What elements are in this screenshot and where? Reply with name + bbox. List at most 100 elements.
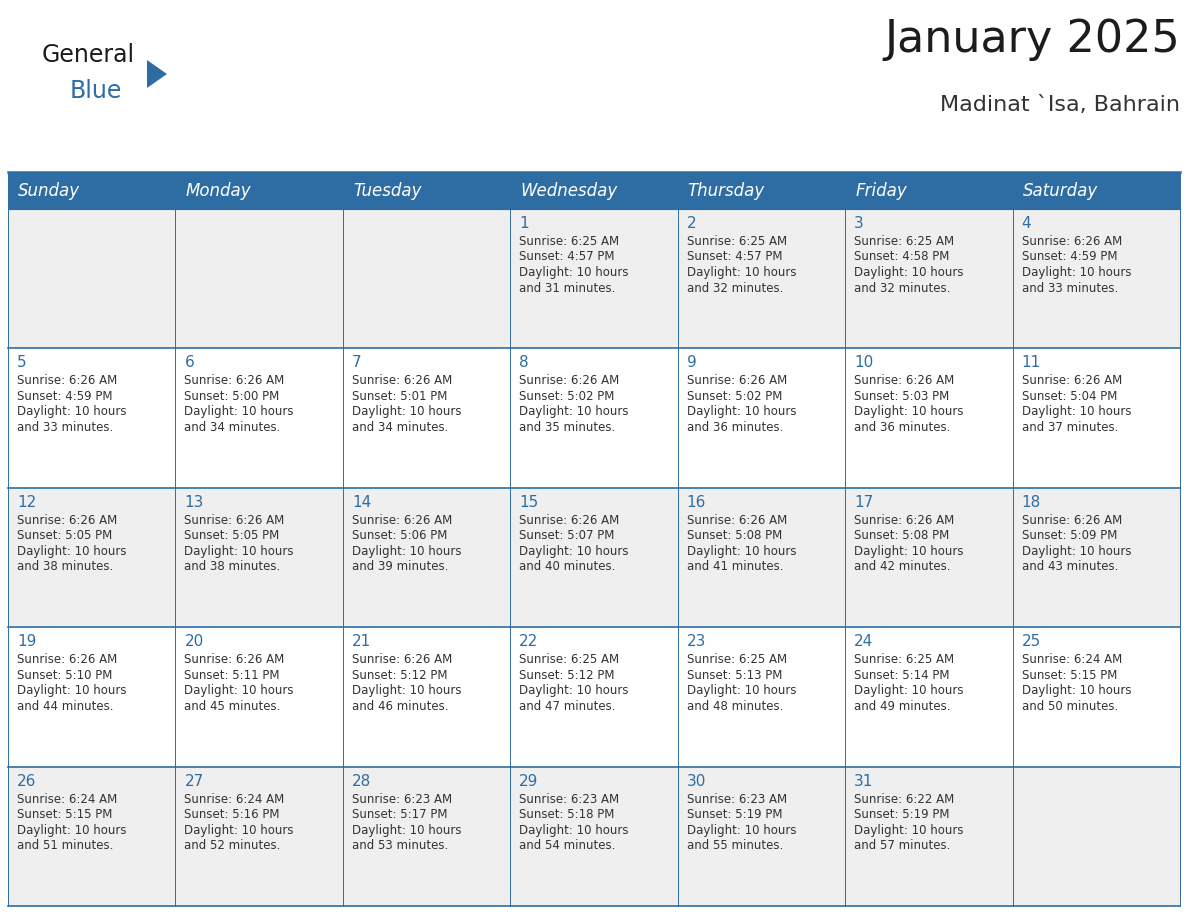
Text: Sunset: 5:05 PM: Sunset: 5:05 PM (17, 530, 112, 543)
Text: General: General (42, 43, 135, 67)
Text: Sunrise: 6:26 AM: Sunrise: 6:26 AM (687, 514, 786, 527)
Text: Daylight: 10 hours: Daylight: 10 hours (1022, 406, 1131, 419)
Text: 2: 2 (687, 216, 696, 231)
Bar (8, 349, 1180, 487)
Text: Madinat `Isa, Bahrain: Madinat `Isa, Bahrain (940, 95, 1180, 115)
Text: Sunrise: 6:26 AM: Sunrise: 6:26 AM (352, 514, 453, 527)
Text: Daylight: 10 hours: Daylight: 10 hours (687, 544, 796, 558)
Text: Daylight: 10 hours: Daylight: 10 hours (687, 406, 796, 419)
Text: Sunset: 5:05 PM: Sunset: 5:05 PM (184, 530, 279, 543)
Text: Sunrise: 6:26 AM: Sunrise: 6:26 AM (17, 514, 118, 527)
Text: and 54 minutes.: and 54 minutes. (519, 839, 615, 852)
Text: Sunrise: 6:26 AM: Sunrise: 6:26 AM (352, 375, 453, 387)
Text: Sunrise: 6:26 AM: Sunrise: 6:26 AM (854, 514, 954, 527)
Text: Sunrise: 6:26 AM: Sunrise: 6:26 AM (519, 375, 619, 387)
Text: Sunset: 4:57 PM: Sunset: 4:57 PM (519, 251, 614, 263)
Text: 29: 29 (519, 774, 538, 789)
Text: Sunset: 4:58 PM: Sunset: 4:58 PM (854, 251, 949, 263)
Text: Sunrise: 6:22 AM: Sunrise: 6:22 AM (854, 792, 954, 806)
Text: Sunrise: 6:26 AM: Sunrise: 6:26 AM (17, 654, 118, 666)
Text: Sunset: 5:14 PM: Sunset: 5:14 PM (854, 668, 949, 682)
Text: Sunset: 5:16 PM: Sunset: 5:16 PM (184, 808, 280, 821)
Text: and 57 minutes.: and 57 minutes. (854, 839, 950, 852)
Text: 3: 3 (854, 216, 864, 231)
Text: Sunrise: 6:26 AM: Sunrise: 6:26 AM (1022, 375, 1121, 387)
Text: Sunrise: 6:25 AM: Sunrise: 6:25 AM (519, 235, 619, 248)
Text: Sunrise: 6:26 AM: Sunrise: 6:26 AM (17, 375, 118, 387)
Text: and 41 minutes.: and 41 minutes. (687, 560, 783, 574)
Text: Daylight: 10 hours: Daylight: 10 hours (184, 406, 293, 419)
Text: Sunrise: 6:26 AM: Sunrise: 6:26 AM (1022, 235, 1121, 248)
Text: Daylight: 10 hours: Daylight: 10 hours (17, 684, 126, 697)
Text: 15: 15 (519, 495, 538, 509)
Text: and 37 minutes.: and 37 minutes. (1022, 420, 1118, 434)
Text: 23: 23 (687, 634, 706, 649)
Text: Daylight: 10 hours: Daylight: 10 hours (687, 823, 796, 836)
Text: and 43 minutes.: and 43 minutes. (1022, 560, 1118, 574)
Text: Daylight: 10 hours: Daylight: 10 hours (184, 544, 293, 558)
Text: Sunrise: 6:23 AM: Sunrise: 6:23 AM (352, 792, 451, 806)
Text: 18: 18 (1022, 495, 1041, 509)
Text: 22: 22 (519, 634, 538, 649)
Text: Sunrise: 6:25 AM: Sunrise: 6:25 AM (854, 235, 954, 248)
Text: Friday: Friday (855, 182, 906, 199)
Text: Daylight: 10 hours: Daylight: 10 hours (519, 266, 628, 279)
Text: 30: 30 (687, 774, 706, 789)
Text: Daylight: 10 hours: Daylight: 10 hours (352, 684, 461, 697)
Text: and 32 minutes.: and 32 minutes. (687, 282, 783, 295)
Text: and 47 minutes.: and 47 minutes. (519, 700, 615, 712)
Text: and 33 minutes.: and 33 minutes. (1022, 282, 1118, 295)
Text: Sunrise: 6:25 AM: Sunrise: 6:25 AM (519, 654, 619, 666)
Text: Daylight: 10 hours: Daylight: 10 hours (17, 544, 126, 558)
Text: Sunrise: 6:26 AM: Sunrise: 6:26 AM (184, 514, 285, 527)
Text: and 34 minutes.: and 34 minutes. (184, 420, 280, 434)
Text: Saturday: Saturday (1023, 182, 1098, 199)
Text: Sunset: 5:18 PM: Sunset: 5:18 PM (519, 808, 614, 821)
Text: Sunday: Sunday (18, 182, 80, 199)
Text: and 46 minutes.: and 46 minutes. (352, 700, 448, 712)
Text: 31: 31 (854, 774, 873, 789)
Text: 24: 24 (854, 634, 873, 649)
Text: Daylight: 10 hours: Daylight: 10 hours (519, 544, 628, 558)
Text: Daylight: 10 hours: Daylight: 10 hours (1022, 684, 1131, 697)
Text: Daylight: 10 hours: Daylight: 10 hours (352, 823, 461, 836)
Text: Sunrise: 6:26 AM: Sunrise: 6:26 AM (352, 654, 453, 666)
Text: Sunset: 5:11 PM: Sunset: 5:11 PM (184, 668, 280, 682)
Text: Sunset: 5:15 PM: Sunset: 5:15 PM (17, 808, 113, 821)
Bar (8, 487, 1180, 627)
Text: Sunset: 5:19 PM: Sunset: 5:19 PM (687, 808, 782, 821)
Text: Sunrise: 6:23 AM: Sunrise: 6:23 AM (687, 792, 786, 806)
Text: Sunrise: 6:23 AM: Sunrise: 6:23 AM (519, 792, 619, 806)
Text: Monday: Monday (185, 182, 251, 199)
Text: Sunset: 5:12 PM: Sunset: 5:12 PM (519, 668, 614, 682)
Text: January 2025: January 2025 (884, 18, 1180, 61)
Text: Sunset: 4:57 PM: Sunset: 4:57 PM (687, 251, 782, 263)
Text: Sunrise: 6:26 AM: Sunrise: 6:26 AM (1022, 514, 1121, 527)
Text: Sunrise: 6:26 AM: Sunrise: 6:26 AM (184, 654, 285, 666)
Text: Daylight: 10 hours: Daylight: 10 hours (519, 823, 628, 836)
Text: and 36 minutes.: and 36 minutes. (854, 420, 950, 434)
Text: Daylight: 10 hours: Daylight: 10 hours (687, 266, 796, 279)
Text: Sunset: 5:04 PM: Sunset: 5:04 PM (1022, 390, 1117, 403)
Text: and 33 minutes.: and 33 minutes. (17, 420, 113, 434)
Text: Daylight: 10 hours: Daylight: 10 hours (184, 684, 293, 697)
Text: and 32 minutes.: and 32 minutes. (854, 282, 950, 295)
Text: Daylight: 10 hours: Daylight: 10 hours (854, 266, 963, 279)
Text: 26: 26 (17, 774, 37, 789)
Text: Sunset: 5:08 PM: Sunset: 5:08 PM (687, 530, 782, 543)
Text: 20: 20 (184, 634, 203, 649)
Text: Wednesday: Wednesday (520, 182, 618, 199)
Text: and 35 minutes.: and 35 minutes. (519, 420, 615, 434)
Text: Sunset: 5:19 PM: Sunset: 5:19 PM (854, 808, 949, 821)
Text: and 39 minutes.: and 39 minutes. (352, 560, 448, 574)
Text: Sunrise: 6:24 AM: Sunrise: 6:24 AM (17, 792, 118, 806)
Text: Sunset: 5:07 PM: Sunset: 5:07 PM (519, 530, 614, 543)
Bar (8, 209, 1180, 349)
Text: 13: 13 (184, 495, 204, 509)
Text: Sunset: 5:06 PM: Sunset: 5:06 PM (352, 530, 447, 543)
Text: Sunrise: 6:26 AM: Sunrise: 6:26 AM (687, 375, 786, 387)
Text: and 38 minutes.: and 38 minutes. (17, 560, 113, 574)
Text: Daylight: 10 hours: Daylight: 10 hours (854, 823, 963, 836)
Text: Sunrise: 6:26 AM: Sunrise: 6:26 AM (519, 514, 619, 527)
Text: 25: 25 (1022, 634, 1041, 649)
